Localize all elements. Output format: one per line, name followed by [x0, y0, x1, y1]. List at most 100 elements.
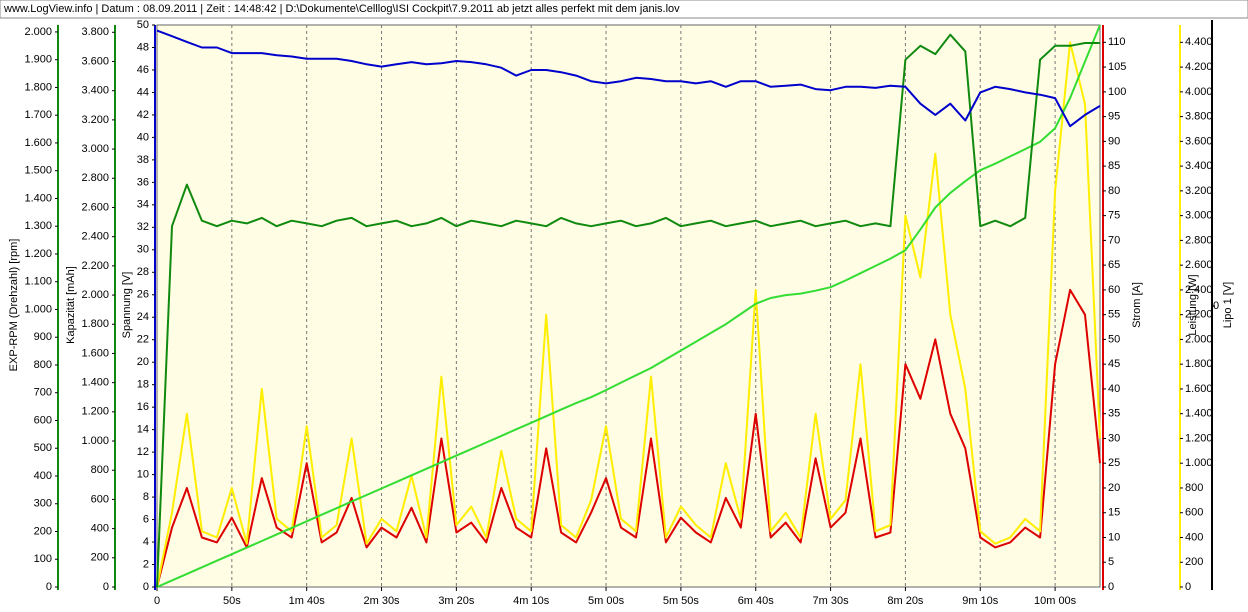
y-axis-label: Lipo 1 [V]: [1222, 282, 1234, 328]
y-tick-label: 1.500: [24, 165, 52, 177]
y-tick-label: 45: [1108, 358, 1120, 370]
x-tick-label: 4m 10s: [513, 595, 550, 607]
y-tick-label: 0: [1185, 581, 1191, 593]
series-line: [156, 29, 1101, 128]
y-tick-label: 3.800: [1185, 111, 1213, 123]
y-tick-label: 15: [1108, 507, 1120, 519]
x-tick-label: 50s: [223, 595, 241, 607]
y-tick-label: 3.400: [1185, 160, 1213, 172]
y-tick-label: 1.100: [24, 276, 52, 288]
y-tick-label: 6: [143, 513, 149, 525]
series-line: [156, 41, 1101, 588]
y-tick-label: 1.700: [24, 109, 52, 121]
y-tick-label: 1.900: [24, 54, 52, 66]
y-tick-label: 2.600: [1185, 259, 1213, 271]
y-tick-label: 105: [1108, 61, 1126, 73]
y-tick-label: 2.800: [81, 172, 109, 184]
y-tick-label: 38: [137, 154, 149, 166]
y-tick-label: 4.400: [1185, 36, 1213, 48]
y-tick-label: 1.600: [81, 347, 109, 359]
x-tick-label: 10m 00s: [1034, 595, 1077, 607]
y-tick-label: 40: [1108, 383, 1120, 395]
y-tick-label: 3.000: [1185, 210, 1213, 222]
y-tick-label: 44: [137, 86, 149, 98]
y-tick-label: 3.200: [1185, 185, 1213, 197]
y-tick-label: 800: [34, 359, 52, 371]
y-tick-label: 1.800: [81, 318, 109, 330]
y-tick-label: 50: [137, 19, 149, 31]
y-tick-label: 2.600: [81, 201, 109, 213]
y-tick-label: 10: [1108, 531, 1120, 543]
y-tick-label: 1.200: [24, 248, 52, 260]
y-tick-label: 32: [137, 221, 149, 233]
y-tick-label: 1.400: [1185, 408, 1213, 420]
y-tick-label: 75: [1108, 210, 1120, 222]
y-tick-label: 3.600: [81, 55, 109, 67]
y-axis-label: Strom [A]: [1131, 282, 1143, 328]
x-tick-label: 9m 10s: [962, 595, 999, 607]
y-tick-label: 10: [137, 469, 149, 481]
y-tick-label: 300: [34, 498, 52, 510]
y-axis-label: EXP-RPM (Drehzahl) [rpm]: [8, 239, 20, 372]
y-tick-label: 2: [143, 558, 149, 570]
y-tick-label: 2.000: [81, 289, 109, 301]
series-line: [156, 288, 1101, 588]
y-tick-label: 1.600: [1185, 383, 1213, 395]
y-tick-label: 85: [1108, 160, 1120, 172]
y-tick-label: 42: [137, 109, 149, 121]
y-tick-label: 20: [1108, 482, 1120, 494]
y-tick-label: 12: [137, 446, 149, 458]
x-tick-label: 8m 20s: [887, 595, 924, 607]
y-tick-label: 3.000: [81, 143, 109, 155]
y-tick-label: 1.400: [81, 377, 109, 389]
y-axis-label: Kapazität [mAh]: [65, 266, 77, 344]
y-tick-label: 30: [1108, 432, 1120, 444]
y-tick-label: 2.000: [24, 26, 52, 38]
y-tick-label: 20: [137, 356, 149, 368]
y-tick-label: 1.200: [81, 406, 109, 418]
y-tick-label: 50: [1108, 333, 1120, 345]
series-line: [156, 24, 1101, 588]
y-tick-label: 26: [137, 289, 149, 301]
y-tick-label: 800: [1185, 482, 1203, 494]
y-tick-label: 30: [137, 244, 149, 256]
y-tick-label: 46: [137, 64, 149, 76]
y-tick-label: 100: [34, 553, 52, 565]
y-tick-label: 14: [137, 424, 149, 436]
y-tick-label: 34: [137, 199, 149, 211]
plot-area: [156, 24, 1101, 588]
y-tick-label: 1.600: [24, 137, 52, 149]
y-tick-label: 600: [34, 414, 52, 426]
y-tick-label: 1.000: [81, 435, 109, 447]
y-tick-label: 200: [91, 552, 109, 564]
x-tick-label: 1m 40s: [289, 595, 326, 607]
x-tick-label: 7m 30s: [813, 595, 850, 607]
y-tick-label: 2.200: [1185, 309, 1213, 321]
y-tick-label: 500: [34, 442, 52, 454]
y-tick-label: 28: [137, 266, 149, 278]
y-axis-label: Spannung [V]: [121, 272, 133, 339]
y-tick-label: 1.300: [24, 220, 52, 232]
y-tick-label: 65: [1108, 259, 1120, 271]
y-tick-label: 0: [1108, 581, 1114, 593]
y-tick-label: 8: [143, 491, 149, 503]
y-tick-label: 3.600: [1185, 135, 1213, 147]
y-tick-label: 1.400: [24, 192, 52, 204]
x-tick-label: 5m 00s: [588, 595, 625, 607]
y-tick-label: 35: [1108, 408, 1120, 420]
y-tick-label: 95: [1108, 111, 1120, 123]
y-tick-label: 4.000: [1185, 86, 1213, 98]
y-tick-label: 70: [1108, 234, 1120, 246]
y-tick-label: 90: [1108, 135, 1120, 147]
y-axis-label: Leistung [W]: [1187, 274, 1199, 335]
y-tick-label: 400: [91, 523, 109, 535]
x-tick-label: 0: [154, 595, 160, 607]
y-tick-label: 4: [143, 536, 149, 548]
y-tick-label: 18: [137, 379, 149, 391]
y-tick-label: 700: [34, 387, 52, 399]
y-tick-label: 3.800: [81, 26, 109, 38]
y-tick-label: 100: [1108, 86, 1126, 98]
y-tick-label: 22: [137, 334, 149, 346]
y-tick-label: 600: [91, 493, 109, 505]
